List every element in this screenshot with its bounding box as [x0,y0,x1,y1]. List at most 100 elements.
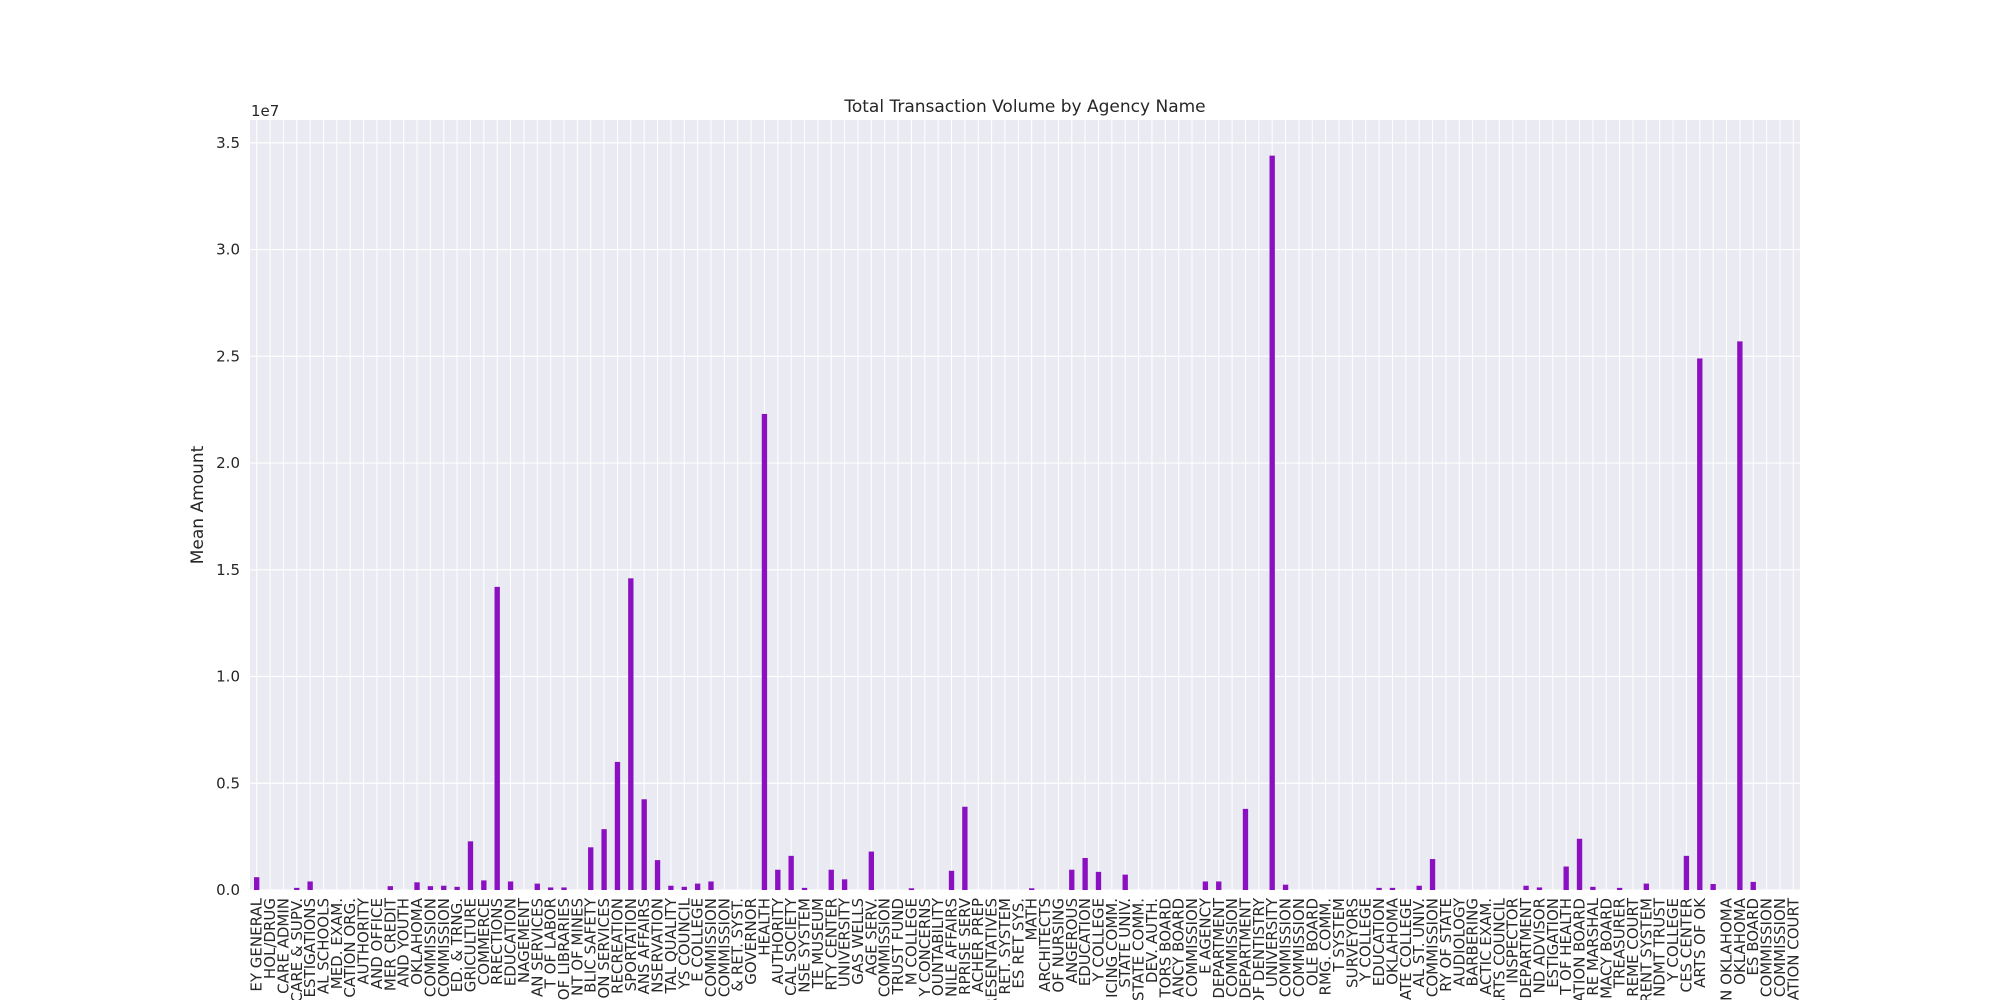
x-tick-label: ATION BOARD [1571,898,1589,1000]
x-tick-label: MER CREDIT [381,897,399,991]
y-tick-label: 2.0 [216,454,240,472]
x-tick-label: RRECTIONS [488,898,506,985]
x-tick-label: DEPARTMENT [1517,897,1535,999]
bar [1069,869,1075,890]
bar [948,870,955,890]
bar [1376,887,1382,890]
x-tick-label: UNIVERSITY [836,897,854,987]
bar [561,887,567,890]
bar [467,841,474,890]
x-tick-label: NAGEMENT [515,897,533,983]
x-tick-label: & RET. SYST. [729,898,747,992]
y-axis-label: Mean Amount [188,445,208,564]
bar [1416,885,1422,890]
x-tick-label: NILE AFFAIRS [943,898,961,997]
x-tick-label: Y COLLEGE [1664,898,1682,983]
x-tick-label: OF LIBRARIES [555,898,573,1000]
x-tick-label: RET. SYSTEM [996,898,1014,995]
x-tick-label: INSPECTOR [1504,898,1522,984]
x-tick-label: CAL SOCIETY [782,897,800,996]
x-tick-label: GOVERNOR [742,898,760,985]
x-tick-label: OUNTABILITY [929,897,947,996]
x-tick-label: DEV. AUTH. [1143,898,1161,983]
bar [1216,881,1222,890]
y-tick-label: 2.5 [216,347,240,365]
y-tick-label: 0.5 [216,774,240,792]
x-tick-label: RESENTATIVES [983,898,1001,1000]
bar [1563,866,1569,890]
x-tick-label: AUTHORITY [355,897,373,984]
x-tick-label: COMMISSION [1424,898,1442,997]
x-tick-label: ATE COLLEGE [1397,898,1415,1000]
x-tick-label: TREASURER [1611,898,1629,989]
x-tick-label: OKLAHOMA [1731,897,1749,985]
x-tick-label: YS COUNCIL [675,897,693,990]
x-tick-label: ACHER PREP [969,898,987,992]
bar [775,869,781,890]
x-tick-label: AL ST. UNIV. [1410,898,1428,988]
x-tick-label: NSE SYSTEM [796,898,814,993]
x-tick-label: ED. & TRNG. [448,898,466,992]
bar [454,886,460,890]
bar [1095,871,1102,890]
x-tick-label: TRUST FUND [889,898,907,995]
x-tick-label: EDUCATION [1370,898,1388,986]
bar [441,885,447,890]
x-tick-label: COMMISSION [435,898,453,997]
x-tick-label: RMG. COMM. [1317,898,1335,995]
x-tick-label: RY OF STATE [1437,898,1455,992]
x-tick-label: MED. EXAM. [328,898,346,989]
y-tick-label: 0.0 [216,881,240,899]
x-tick-label: STATE COMM. [1130,898,1148,1000]
x-tick-label: Y COLLEGE [1089,898,1107,983]
x-tick-label: OKLAHOMA [1383,897,1401,985]
x-tick-label: ARTS OF OK [1691,897,1709,988]
x-tick-label: ANGEROUS [1063,898,1081,983]
bar [868,851,875,890]
x-tick-label: BARBERING [1464,898,1482,986]
x-tick-label: ANCY BOARD [1170,898,1188,997]
y-tick-label: 1.5 [216,561,240,579]
x-tick-label: HEALTH [755,898,773,956]
bar [427,886,434,890]
x-tick-label: OF NURSING [1049,898,1067,993]
bar [1737,341,1743,891]
bar [1242,808,1249,890]
x-tick-label: RE MARSHAL [1584,897,1602,995]
x-tick-label: RENT SYSTEM [1637,898,1655,1000]
bar [1523,885,1529,890]
bar [841,879,848,890]
x-tick-label: RPRISE SERV [956,897,974,995]
x-tick-label: NDMT TRUST [1651,897,1669,997]
bar [494,586,500,890]
x-tick-label: T OF LABOR [542,898,560,989]
x-tick-label: CARE & SUPV. [288,898,306,1000]
x-tick-label: GAS WELLS [849,898,867,985]
bar [1576,838,1583,890]
bar [654,860,661,890]
bar [507,881,514,890]
bar [708,881,714,890]
x-tick-label: COMMISSION [1758,898,1776,997]
x-tick-label: HOL/DRUG [261,898,279,979]
x-tick-label: ACTIC EXAM. [1477,898,1495,995]
bar [1683,855,1690,890]
bar [547,887,554,890]
x-tick-label: AUTHORITY [769,897,787,984]
bar [668,885,674,890]
x-tick-label: ND ADVISOR [1530,898,1548,994]
y-tick-label: 3.0 [216,241,240,259]
bar [387,886,393,890]
bar [1122,874,1128,890]
x-tick-label: COMMISSION [876,898,894,997]
x-tick-label: AND OFFICE [368,898,386,989]
x-tick-label: STATE UNIV. [1116,898,1134,988]
x-tick-label: COMMISSION [1277,898,1295,997]
bar [1389,887,1396,890]
y-offset-label: 1e7 [251,102,279,120]
x-tick-label: MACY BOARD [1597,898,1615,999]
bar [294,887,300,890]
bar [1282,884,1289,890]
x-tick-label: REME COURT [1624,897,1642,997]
bar [908,888,915,890]
